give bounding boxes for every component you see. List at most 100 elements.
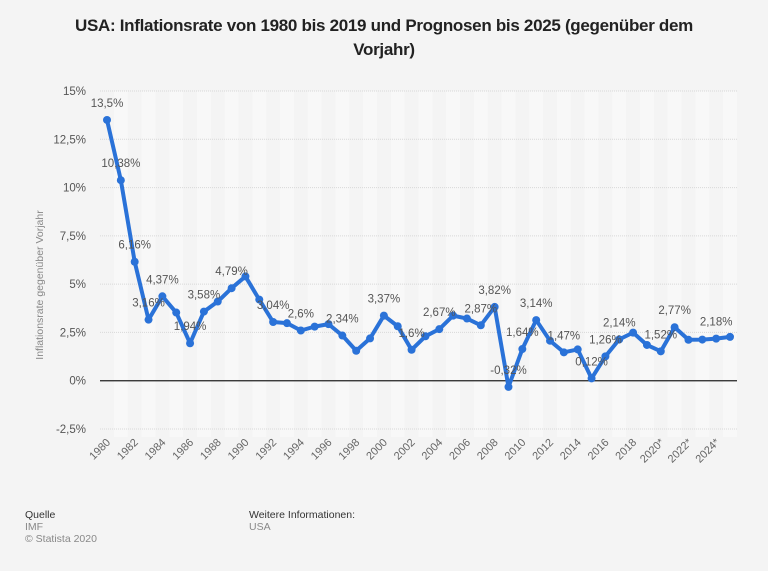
data-point — [393, 322, 402, 331]
x-tick-label: 1982 — [115, 437, 141, 463]
series-inflationsrate — [105, 117, 732, 389]
data-label: 2,6% — [288, 308, 314, 320]
data-label: 13,5% — [91, 98, 124, 110]
y-axis-ticks: 15% 12,5% 10% 7,5% 5% 2,5% 0% -2,5% — [53, 86, 86, 436]
data-point — [296, 326, 305, 335]
data-label: 2,77% — [658, 305, 691, 317]
data-label: 1,52% — [644, 329, 677, 341]
background-bands — [113, 91, 737, 437]
data-point — [559, 348, 568, 357]
x-tick-label: 2020* — [638, 436, 667, 465]
data-point — [172, 308, 181, 317]
x-tick-label: 1984 — [143, 437, 169, 463]
data-label: 4,37% — [146, 274, 179, 286]
data-point — [656, 347, 665, 356]
x-tick-label: 2024* — [693, 436, 722, 465]
data-label: 3,37% — [368, 294, 401, 306]
data-point — [310, 322, 319, 331]
data-point — [462, 314, 471, 323]
background-band — [584, 91, 599, 437]
data-label: -0,32% — [490, 365, 526, 377]
y-tick-label: 15% — [63, 86, 86, 98]
background-band — [501, 91, 516, 437]
data-label: 10,38% — [101, 158, 140, 170]
background-band — [695, 91, 710, 437]
background-band — [529, 91, 544, 437]
info-heading[interactable]: Weitere Informationen: — [249, 509, 356, 521]
data-point — [629, 328, 638, 337]
background-band — [446, 91, 461, 437]
x-tick-label: 2018 — [613, 437, 639, 463]
background-band — [113, 91, 128, 437]
source-block: Quelle IMF © Statista 2020 — [25, 509, 97, 545]
background-band — [224, 91, 239, 437]
data-point — [573, 345, 582, 354]
data-point — [255, 295, 264, 304]
x-tick-label: 2004 — [420, 437, 446, 463]
data-point — [407, 345, 416, 354]
x-tick-label: 2016 — [586, 437, 612, 463]
background-band — [473, 91, 488, 437]
x-tick-label: 2022* — [666, 436, 695, 465]
data-label: 2,67% — [423, 307, 456, 319]
data-point — [642, 340, 651, 349]
data-label: 2,34% — [326, 314, 359, 326]
data-label: 1,47% — [548, 330, 581, 342]
background-band — [363, 91, 377, 437]
background-band — [612, 91, 627, 437]
data-point — [144, 315, 153, 324]
data-labels: 13,5% 10,38% 6,16% 3,16% 4,37% 1,94% 3,58% 4,79… — [91, 98, 733, 377]
data-point — [366, 334, 375, 343]
data-point — [532, 316, 541, 325]
background-band — [418, 91, 433, 437]
y-axis-label: Inflationsrate gegenüber Vorjahr — [34, 210, 46, 360]
x-tick-label: 1996 — [309, 437, 335, 463]
data-point — [601, 352, 610, 361]
background-band — [280, 91, 294, 437]
x-axis-ticks: 1980 1982 1984 1986 1988 1990 1992 1994 1996 1998… — [87, 436, 722, 465]
data-point — [490, 302, 499, 311]
background-band — [667, 91, 682, 437]
data-point — [476, 321, 485, 330]
data-label: 4,79% — [215, 266, 248, 278]
info-block: Weitere Informationen: USA — [249, 509, 355, 533]
series-line — [105, 117, 732, 389]
chart-title: USA: Inflationsrate von 1980 bis 2019 un… — [74, 16, 693, 59]
data-point — [421, 332, 430, 341]
background-band — [640, 91, 654, 437]
data-point — [684, 335, 693, 344]
data-point — [546, 336, 555, 345]
data-point — [103, 115, 111, 124]
data-points — [103, 115, 734, 391]
data-label: 2,18% — [700, 317, 733, 329]
data-point — [282, 319, 291, 328]
x-tick-label: 2002 — [392, 437, 418, 463]
data-point — [158, 292, 167, 301]
data-point — [213, 297, 222, 306]
y-tick-label: 10% — [63, 183, 86, 195]
x-tick-label: 1980 — [87, 437, 113, 463]
data-point — [241, 272, 250, 281]
background-band — [196, 91, 211, 437]
data-label: 3,82% — [478, 285, 511, 297]
y-tick-label: 7,5% — [60, 231, 86, 243]
data-point — [449, 311, 458, 320]
gridlines — [100, 90, 737, 430]
data-label: 1,64% — [506, 327, 539, 339]
x-tick-label: 2014 — [558, 437, 584, 463]
data-point — [698, 335, 707, 344]
data-label: 2,87% — [464, 303, 497, 315]
data-label: 3,16% — [132, 298, 165, 310]
data-point — [726, 332, 734, 341]
source-heading: Quelle — [25, 509, 56, 521]
x-tick-label: 2012 — [530, 437, 556, 463]
info-value[interactable]: USA — [249, 521, 271, 533]
data-point — [670, 323, 679, 332]
y-tick-label: 12,5% — [53, 134, 86, 146]
data-point — [712, 334, 721, 343]
background-band — [252, 91, 267, 437]
data-point — [379, 311, 388, 320]
data-label: 3,58% — [188, 290, 221, 302]
data-label: 2,14% — [603, 317, 636, 329]
